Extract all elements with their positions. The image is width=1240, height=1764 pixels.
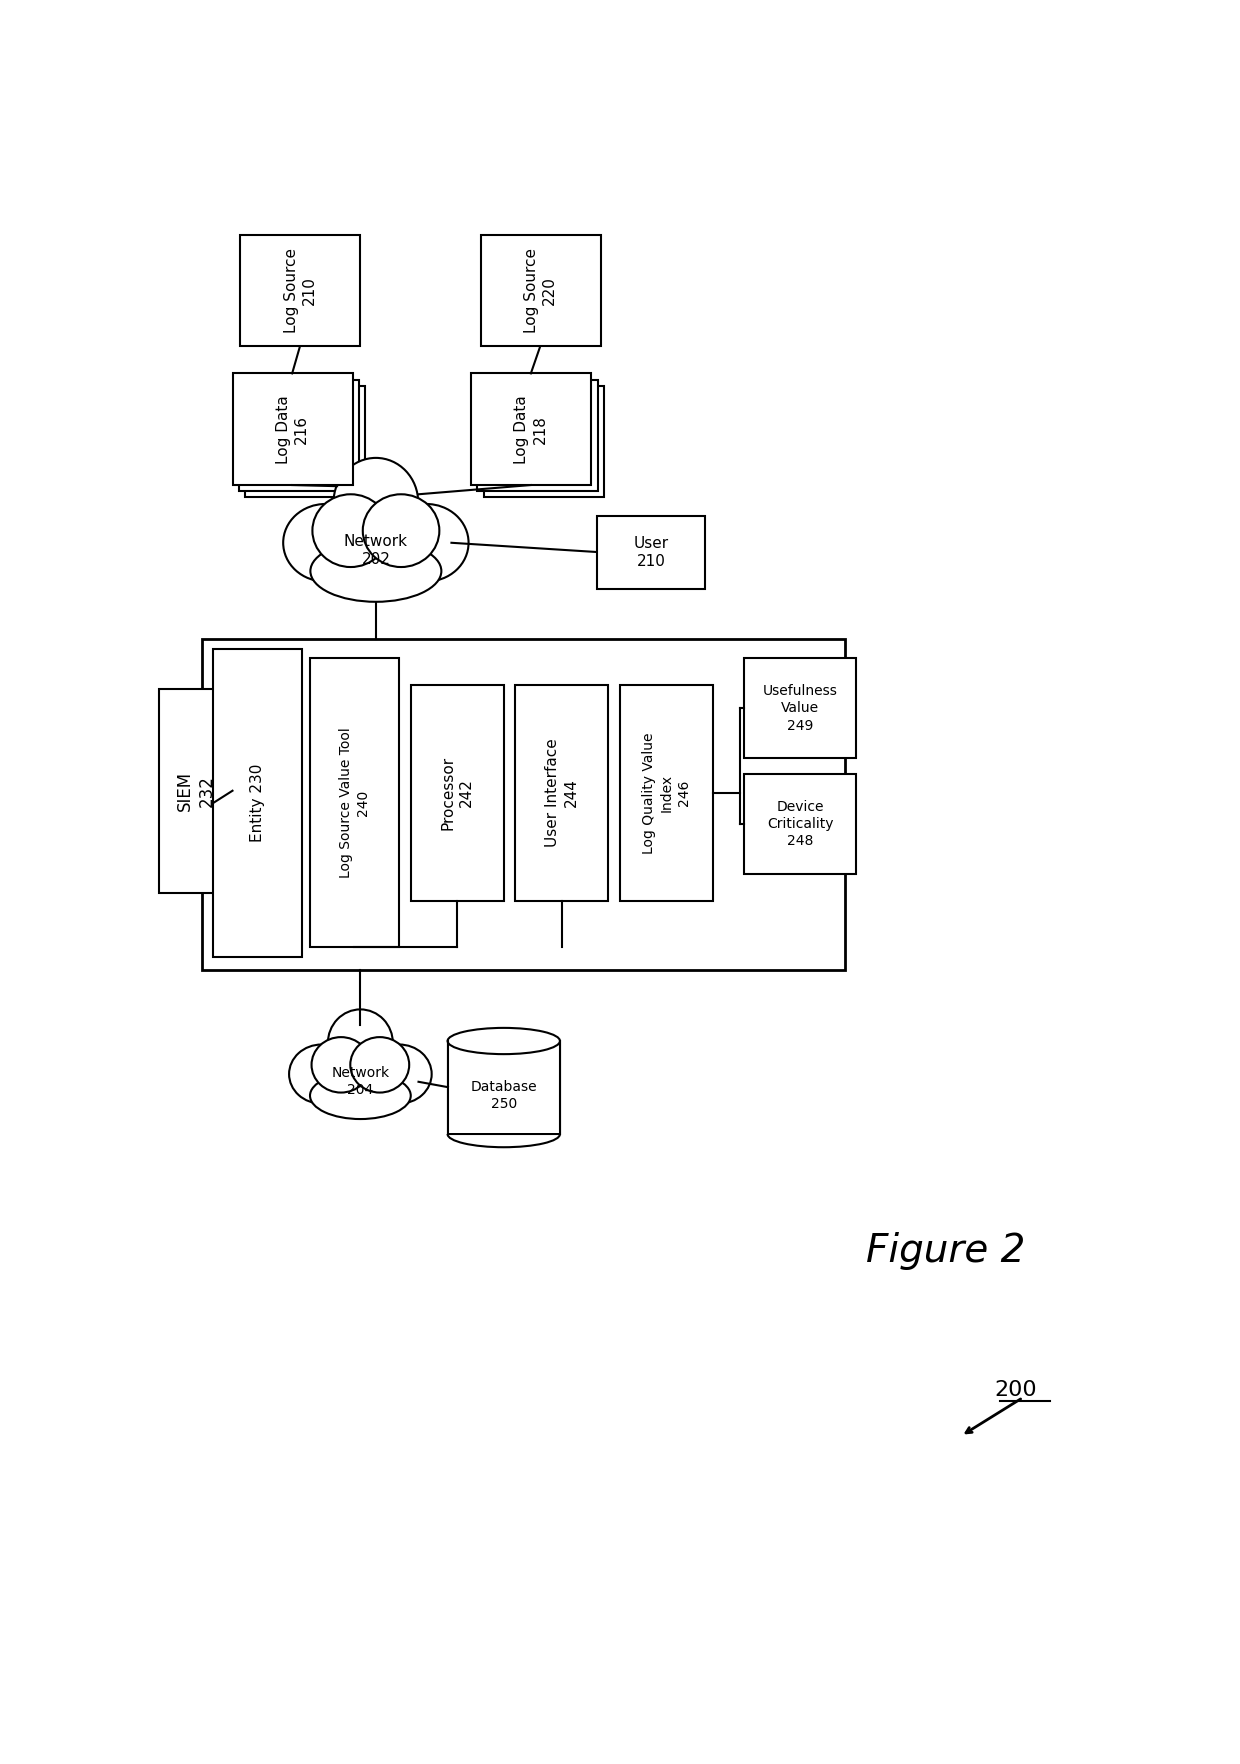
Ellipse shape bbox=[310, 540, 441, 602]
Text: 200: 200 bbox=[994, 1379, 1037, 1401]
Text: User
210: User 210 bbox=[634, 536, 668, 570]
Text: Log Data
218: Log Data 218 bbox=[515, 395, 548, 464]
FancyBboxPatch shape bbox=[484, 386, 604, 497]
FancyBboxPatch shape bbox=[477, 379, 598, 490]
FancyBboxPatch shape bbox=[516, 684, 609, 901]
FancyBboxPatch shape bbox=[159, 690, 233, 893]
Text: Log Source
220: Log Source 220 bbox=[523, 249, 557, 333]
Text: Log Source
210: Log Source 210 bbox=[284, 249, 317, 333]
FancyBboxPatch shape bbox=[233, 374, 352, 485]
Ellipse shape bbox=[311, 1037, 371, 1092]
Text: User Interface
244: User Interface 244 bbox=[546, 739, 579, 847]
FancyBboxPatch shape bbox=[744, 774, 857, 873]
FancyBboxPatch shape bbox=[596, 515, 706, 589]
Ellipse shape bbox=[289, 1044, 355, 1104]
FancyBboxPatch shape bbox=[410, 684, 503, 901]
Ellipse shape bbox=[448, 1028, 560, 1055]
Text: Network
202: Network 202 bbox=[343, 534, 408, 568]
Ellipse shape bbox=[312, 494, 389, 566]
Ellipse shape bbox=[367, 1044, 432, 1104]
FancyBboxPatch shape bbox=[471, 374, 591, 485]
FancyBboxPatch shape bbox=[241, 235, 361, 346]
Text: Figure 2: Figure 2 bbox=[866, 1233, 1025, 1270]
Ellipse shape bbox=[310, 1073, 410, 1118]
Ellipse shape bbox=[363, 494, 439, 566]
Ellipse shape bbox=[283, 505, 368, 582]
FancyBboxPatch shape bbox=[213, 649, 303, 958]
Text: Log Source Value Tool
240: Log Source Value Tool 240 bbox=[339, 727, 371, 878]
FancyBboxPatch shape bbox=[620, 684, 713, 901]
Text: Database
250: Database 250 bbox=[470, 1080, 537, 1111]
FancyBboxPatch shape bbox=[744, 658, 857, 759]
Text: Network
204: Network 204 bbox=[331, 1065, 389, 1097]
Ellipse shape bbox=[334, 459, 418, 547]
Text: Log Data
216: Log Data 216 bbox=[275, 395, 309, 464]
Ellipse shape bbox=[351, 1037, 409, 1092]
Text: Log Quality Value
Index
246: Log Quality Value Index 246 bbox=[642, 732, 691, 854]
Ellipse shape bbox=[327, 1009, 393, 1078]
FancyBboxPatch shape bbox=[448, 1041, 560, 1132]
FancyBboxPatch shape bbox=[310, 658, 399, 947]
Text: Device
Criticality
248: Device Criticality 248 bbox=[766, 799, 833, 848]
FancyBboxPatch shape bbox=[246, 386, 365, 497]
Text: Entity 230: Entity 230 bbox=[250, 764, 265, 841]
Ellipse shape bbox=[384, 505, 469, 582]
FancyBboxPatch shape bbox=[238, 379, 358, 490]
FancyBboxPatch shape bbox=[448, 1041, 560, 1134]
FancyBboxPatch shape bbox=[481, 235, 600, 346]
Text: SIEM
232: SIEM 232 bbox=[176, 771, 216, 811]
Text: Processor
242: Processor 242 bbox=[440, 757, 474, 831]
FancyBboxPatch shape bbox=[201, 639, 844, 970]
Text: Usefulness
Value
249: Usefulness Value 249 bbox=[763, 684, 838, 732]
